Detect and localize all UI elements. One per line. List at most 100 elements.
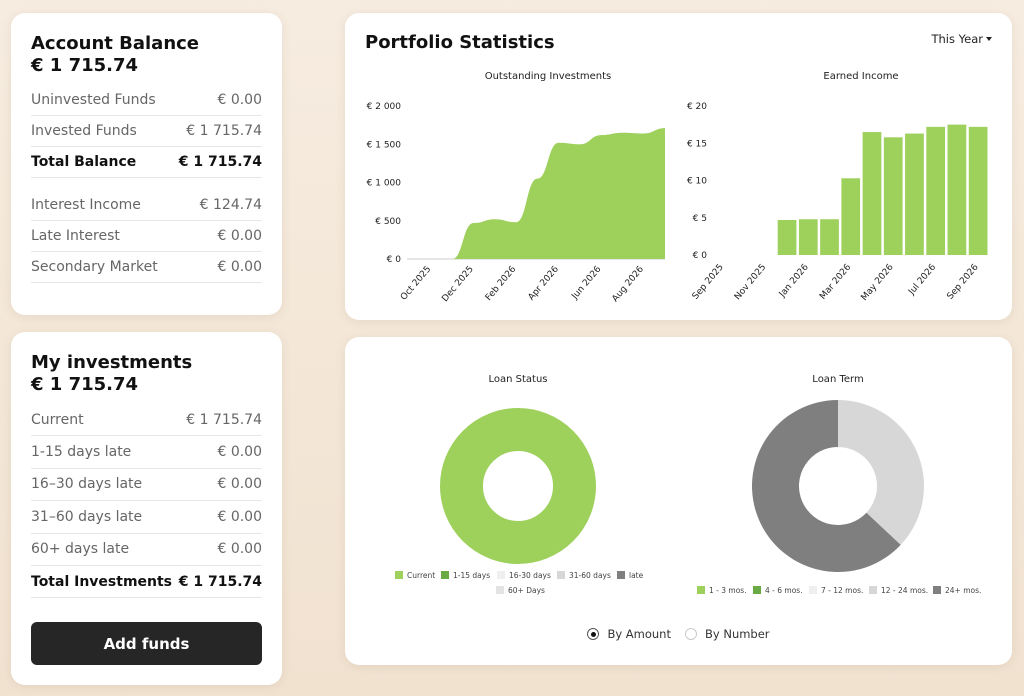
- legend-label: 31-60 days: [569, 571, 611, 580]
- legend-swatch: [441, 571, 449, 579]
- legend-label: 1-15 days: [453, 571, 490, 580]
- my-investments-rows: Current € 1 715.74 1-15 days late € 0.00…: [31, 404, 262, 599]
- by-amount-label: By Amount: [607, 627, 671, 641]
- portfolio-statistics-card: Portfolio Statistics This Year Outstandi…: [345, 13, 1012, 320]
- account-balance-rows: Uninvested Funds € 0.00 Invested Funds €…: [31, 85, 262, 283]
- earned-income-chart: Earned Income € 0 € 5 € 10 € 15 € 20 Sep 2025 N…: [687, 71, 988, 303]
- row-label: 16–30 days late: [31, 476, 143, 493]
- amount-number-toggle: By Amount By Number: [345, 627, 1012, 641]
- donut-slice: [751, 400, 901, 572]
- row-value: € 0.00: [217, 228, 262, 244]
- x-tick-label: Dec 2025: [440, 265, 475, 305]
- by-number-radio[interactable]: By Number: [684, 627, 770, 641]
- y-tick-label: € 20: [687, 102, 707, 112]
- my-investments-amount: € 1 715.74: [31, 374, 139, 395]
- x-tick-label: Oct 2025: [399, 265, 433, 303]
- radio-unselected-icon: [684, 628, 697, 640]
- add-funds-button[interactable]: Add funds: [31, 622, 262, 665]
- portfolio-statistics-title: Portfolio Statistics: [365, 32, 555, 53]
- late-1-15-row: 1-15 days late € 0.00: [31, 436, 262, 469]
- row-label: 1-15 days late: [31, 444, 132, 461]
- legend-swatch: [617, 571, 625, 579]
- legend-label: 7 - 12 mos.: [821, 586, 863, 595]
- y-tick-label: € 1 000: [367, 179, 402, 189]
- row-label: Total Balance: [31, 154, 137, 170]
- legend-swatch: [496, 586, 504, 594]
- loan-status-chart: Loan Status Current 1-15 days 16-30 days 31-…: [395, 374, 644, 595]
- x-tick-label: Nov 2025: [733, 263, 769, 303]
- legend-label: Current: [407, 571, 435, 580]
- row-value: € 124.74: [199, 197, 262, 213]
- by-amount-radio[interactable]: By Amount: [587, 627, 671, 641]
- loan-term-chart: Loan Term 1 - 3 mos. 4 - 6 mos. 7 - 12 mos.…: [697, 374, 981, 595]
- total-balance-row: Total Balance € 1 715.74: [31, 147, 262, 178]
- y-tick-label: € 2 000: [367, 102, 402, 112]
- row-label: Late Interest: [31, 228, 120, 244]
- legend-swatch: [869, 586, 877, 594]
- secondary-market-row: Secondary Market € 0.00: [31, 252, 262, 283]
- row-value: € 0.00: [217, 508, 262, 525]
- x-tick-label: Apr 2026: [527, 264, 561, 302]
- row-value: € 1 715.74: [186, 411, 262, 428]
- earned-income-bar: [841, 178, 861, 255]
- outstanding-investments-area: [431, 128, 665, 259]
- my-investments-title: My investments: [31, 352, 193, 373]
- late-31-60-row: 31–60 days late € 0.00: [31, 501, 262, 534]
- earned-income-bar: [947, 124, 967, 255]
- earned-income-bar: [883, 137, 903, 255]
- loan-breakdown-charts: Loan Status Current 1-15 days 16-30 days 31-…: [395, 374, 981, 595]
- y-tick-label: € 0: [387, 255, 402, 265]
- row-value: € 0.00: [217, 92, 262, 108]
- row-value: € 0.00: [217, 259, 262, 275]
- late-16-30-row: 16–30 days late € 0.00: [31, 469, 262, 502]
- x-tick-label: Jan 2026: [777, 262, 811, 300]
- row-value: € 0.00: [217, 476, 262, 493]
- row-label: 60+ days late: [31, 541, 130, 558]
- x-tick-label: Aug 2026: [611, 264, 647, 304]
- y-tick-label: € 0: [693, 251, 708, 261]
- row-label: 31–60 days late: [31, 508, 143, 525]
- legend-label: late: [629, 571, 644, 580]
- earned-income-bar: [968, 126, 988, 255]
- late-60-plus-row: 60+ days late € 0.00: [31, 534, 262, 566]
- row-value: € 1 715.74: [178, 573, 262, 590]
- chart-title: Earned Income: [823, 71, 898, 82]
- period-dropdown-label: This Year: [931, 32, 983, 46]
- legend-label: 60+ Days: [508, 586, 545, 595]
- my-investments-card: My investments € 1 715.74 Current € 1 71…: [11, 332, 282, 685]
- x-tick-label: Sep 2025: [691, 263, 726, 302]
- x-tick-label: Jul 2026: [906, 262, 938, 297]
- interest-income-row: Interest Income € 124.74: [31, 190, 262, 221]
- earned-income-bar: [798, 219, 818, 255]
- row-label: Secondary Market: [31, 259, 158, 275]
- earned-income-bar: [820, 219, 839, 255]
- row-label: Interest Income: [31, 197, 141, 213]
- row-value: € 0.00: [217, 541, 262, 558]
- donut-slice: [838, 400, 924, 545]
- current-row: Current € 1 715.74: [31, 404, 262, 437]
- x-tick-label: Mar 2026: [818, 262, 853, 301]
- total-investments-row: Total Investments € 1 715.74: [31, 566, 262, 599]
- uninvested-funds-row: Uninvested Funds € 0.00: [31, 85, 262, 116]
- legend-swatch: [497, 571, 505, 579]
- x-tick-label: Feb 2026: [484, 264, 519, 303]
- legend-swatch: [395, 571, 403, 579]
- chart-title: Loan Term: [812, 374, 863, 385]
- x-tick-label: May 2026: [860, 262, 896, 303]
- y-tick-label: € 5: [693, 214, 707, 224]
- row-spacer: [31, 178, 262, 190]
- period-dropdown[interactable]: This Year: [931, 32, 992, 46]
- loan-breakdown-card: Loan Status Current 1-15 days 16-30 days 31-…: [345, 337, 1012, 665]
- legend-swatch: [697, 586, 705, 594]
- invested-funds-row: Invested Funds € 1 715.74: [31, 116, 262, 147]
- radio-selected-icon: [587, 628, 600, 640]
- legend-swatch: [809, 586, 817, 594]
- x-tick-label: Sep 2026: [946, 262, 981, 301]
- row-value: € 1 715.74: [186, 123, 262, 139]
- legend-label: 12 - 24 mos.: [881, 586, 928, 595]
- y-tick-label: € 10: [687, 177, 707, 187]
- account-balance-amount: € 1 715.74: [31, 55, 139, 76]
- y-tick-label: € 15: [687, 139, 707, 149]
- chart-title: Outstanding Investments: [485, 71, 612, 82]
- row-label: Current: [31, 411, 84, 428]
